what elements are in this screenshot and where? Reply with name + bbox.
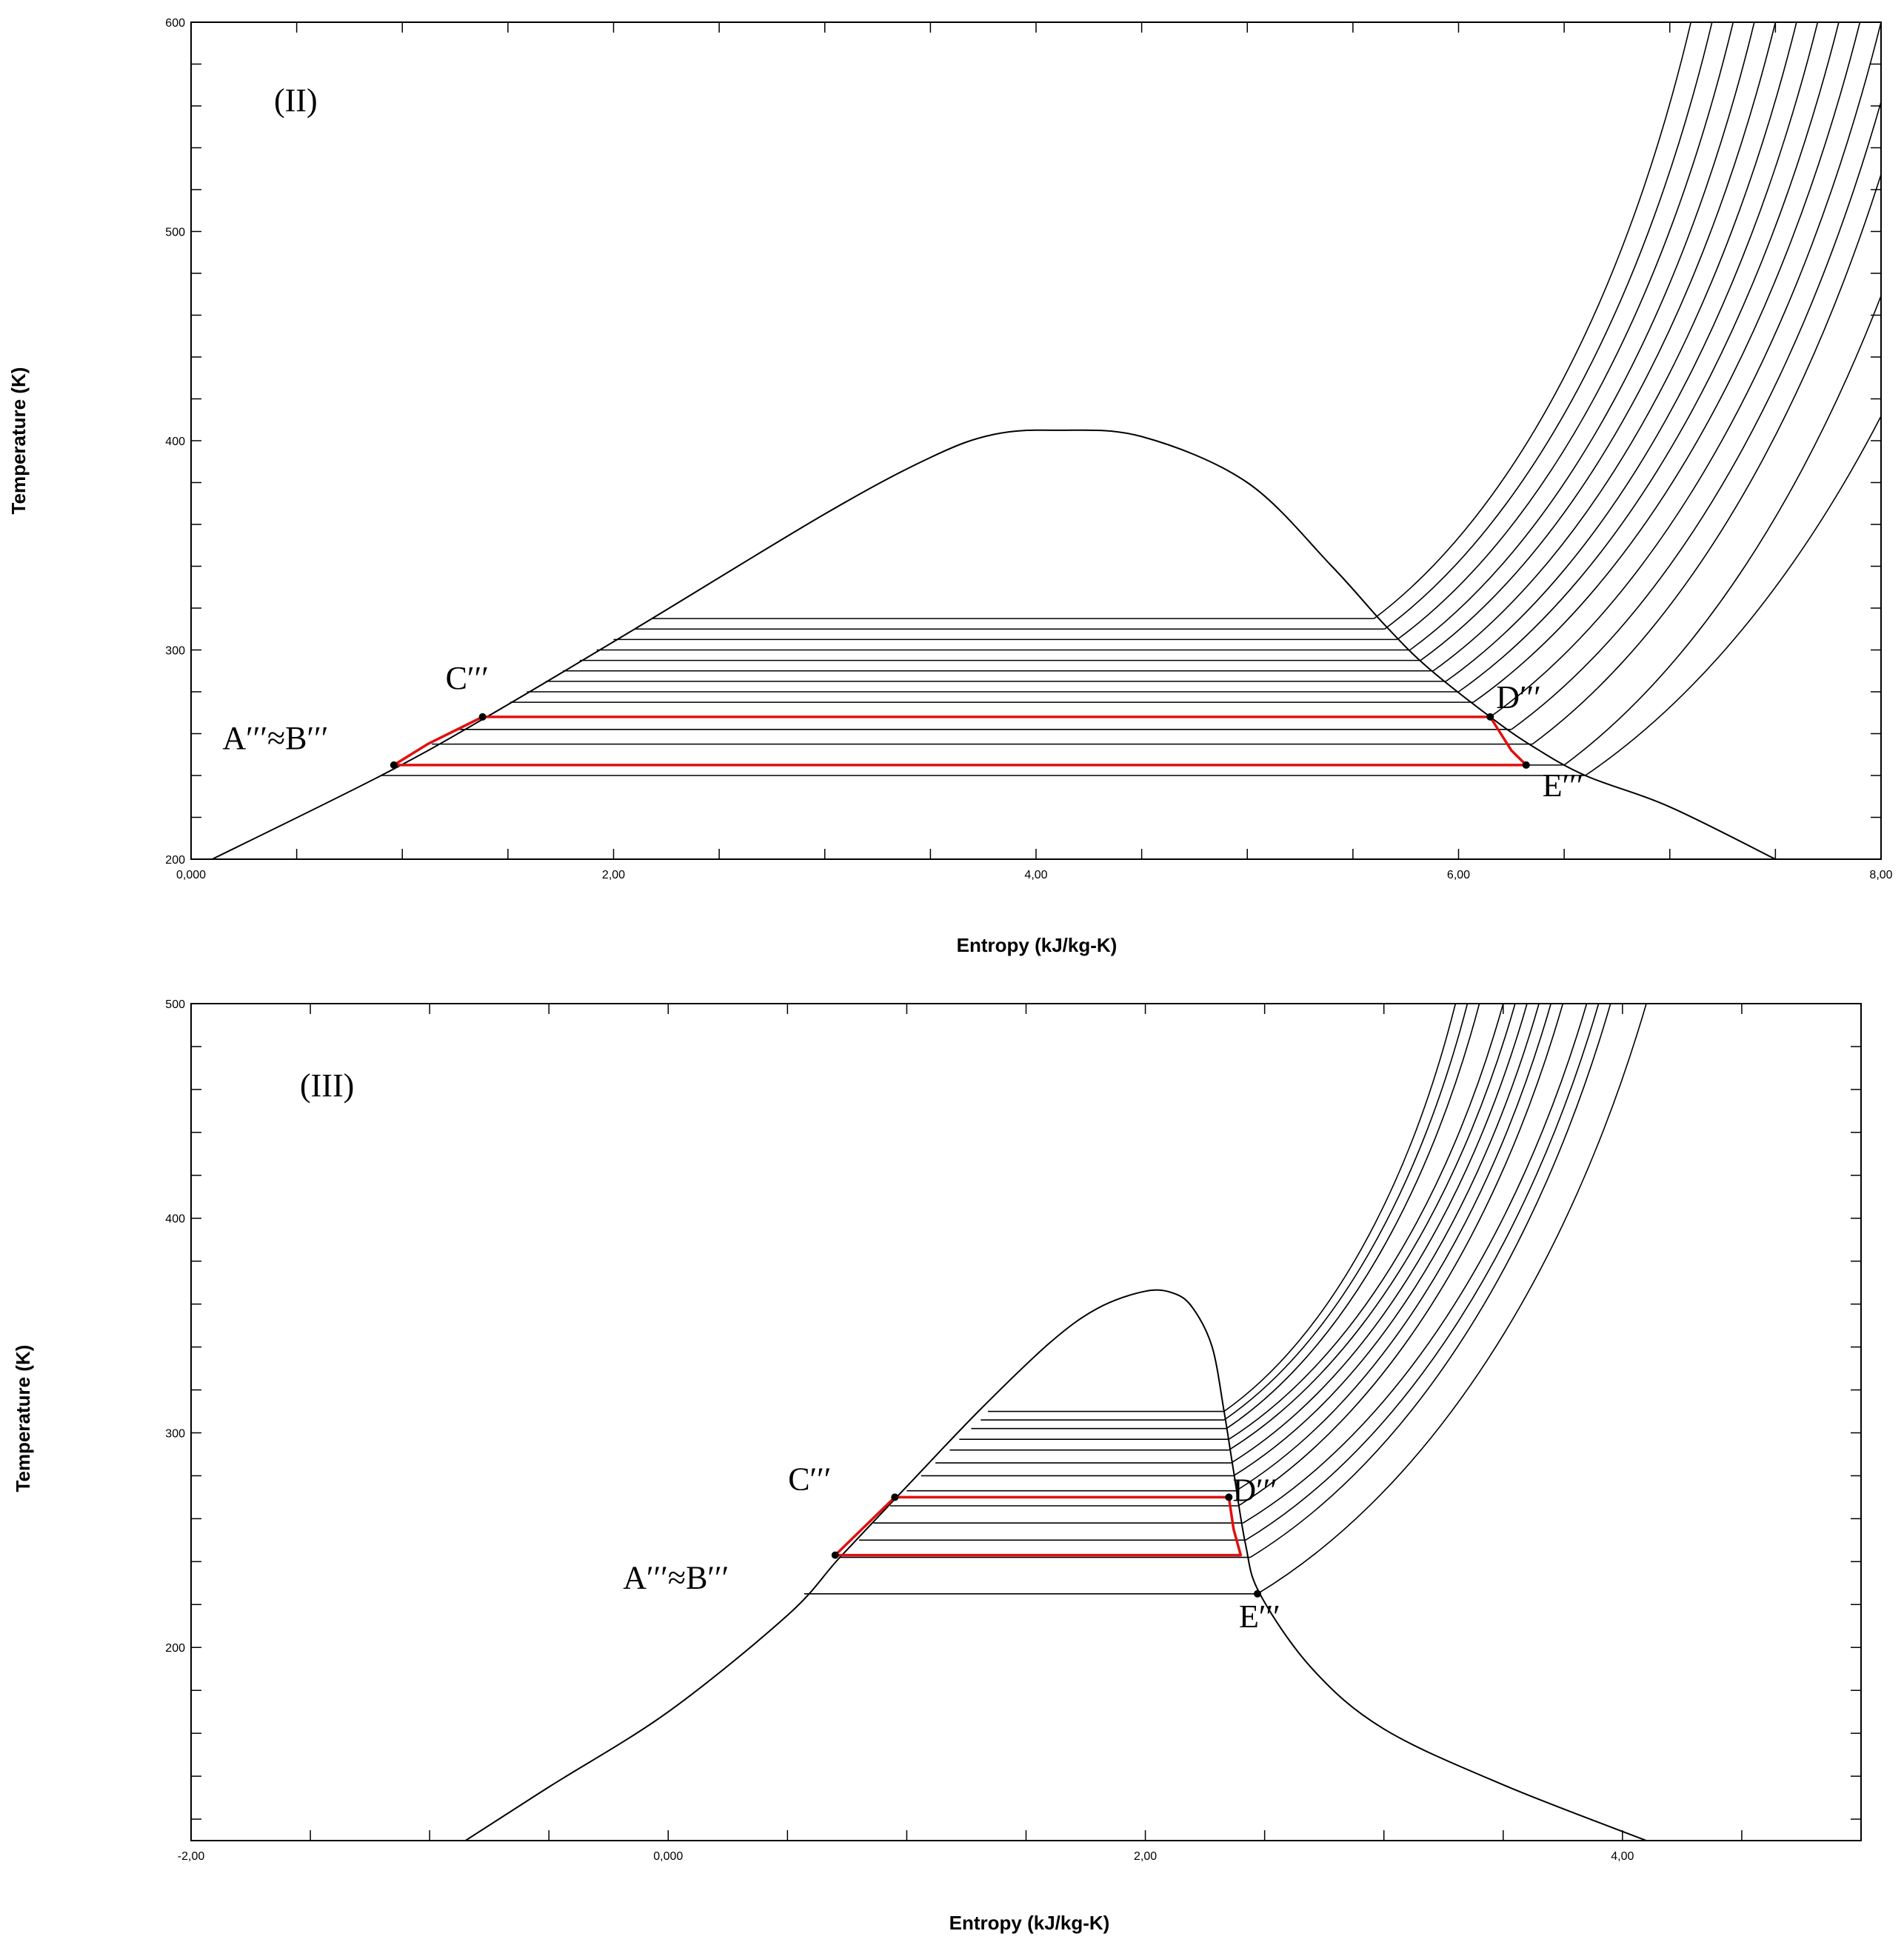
state-point-marker: [1486, 713, 1494, 721]
x-tick-label: 8,00: [1869, 869, 1892, 881]
state-point-marker: [891, 1493, 899, 1501]
isobar-superheated-line: [1445, 22, 1819, 682]
y-axis-title: Temperature (K): [7, 367, 30, 515]
y-tick-label: 400: [165, 1213, 185, 1226]
state-point-marker: [1225, 1493, 1233, 1501]
isobar-superheated-line: [1228, 1004, 1504, 1440]
plot-frame: [190, 1003, 1862, 1841]
isobar-superheated-line: [1233, 1004, 1540, 1477]
state-point-marker: [1253, 1590, 1261, 1598]
isobar-superheated-line: [1257, 1004, 1647, 1595]
x-tick-label: -2,00: [178, 1850, 205, 1863]
state-point-label: E′′′: [1239, 1598, 1280, 1635]
y-tick-label: 200: [165, 1642, 185, 1655]
axis-ticks: 0,000 2,00 4,00 6,00 8,00 200 300 400 500 600: [165, 17, 1892, 881]
x-axis-title: Entropy (kJ/kg-K): [957, 934, 1118, 956]
state-point-label: A′′′≈B′′′: [222, 720, 328, 756]
y-tick-label: 400: [165, 436, 185, 448]
isobar-superheated-line: [1563, 294, 1881, 766]
isobar-superheated-line: [1397, 22, 1734, 641]
state-point-label: D′′′: [1496, 679, 1541, 716]
state-point-label: A′′′≈B′′′: [623, 1560, 729, 1596]
refrigeration-cycle-line: [834, 1495, 1243, 1557]
state-point-marker: [831, 1551, 839, 1559]
isobar-superheated-line: [1531, 172, 1881, 745]
isobar-superheated-line: [1420, 22, 1777, 661]
state-point-label: C′′′: [788, 1461, 831, 1497]
isobar-superheated-line: [1489, 22, 1881, 718]
saturation-dome-line: [464, 1289, 1647, 1841]
isobar-superheated-line: [1243, 1004, 1588, 1524]
x-tick-label: 2,00: [1134, 1850, 1157, 1863]
state-point-marker: [390, 761, 398, 769]
panel-title: (II): [274, 82, 318, 119]
isobar-superheated-line: [1511, 99, 1881, 730]
x-tick-label: 4,00: [1611, 1850, 1634, 1863]
x-tick-label: 4,00: [1024, 869, 1047, 881]
y-tick-label: 300: [165, 1427, 185, 1440]
x-tick-label: 0,000: [653, 1850, 683, 1863]
y-tick-label: 500: [165, 998, 185, 1011]
panel-title: (III): [300, 1067, 354, 1104]
isobar-superheated-line: [1228, 1004, 1516, 1451]
data-lines: A′′′≈B′′′ C′′′ D′′′ E′′′: [464, 1004, 1647, 1841]
saturation-dome-line: [212, 429, 1776, 859]
isobar-superheated-line: [1384, 22, 1713, 630]
y-tick-label: 300: [165, 645, 185, 658]
data-lines: A′′′≈B′′′ C′′′ D′′′ E′′′: [212, 22, 1881, 859]
isobar-superheated-line: [1245, 1004, 1600, 1541]
y-axis-title: Temperature (K): [12, 1345, 34, 1492]
isobar-superheated-line: [1409, 22, 1755, 651]
isobar-superheated-line: [1585, 414, 1881, 776]
isobar-superheated-line: [1473, 22, 1861, 703]
isobar-superheated-line: [1223, 1004, 1457, 1412]
plot-frame: [190, 21, 1882, 860]
isobar-superheated-line: [1235, 1004, 1551, 1492]
isobar-superheated-line: [1373, 22, 1692, 619]
axis-ticks: -2,00 0,000 2,00 4,00 200 300 400 500: [165, 998, 1862, 1863]
x-tick-label: 2,00: [602, 869, 625, 881]
isobar-superheated-line: [1231, 1004, 1528, 1464]
isobar-superheated-line: [1249, 1004, 1611, 1558]
state-point-marker: [478, 713, 487, 721]
y-tick-label: 500: [165, 227, 185, 239]
isobar-superheated-line: [1458, 22, 1840, 693]
state-point-marker: [1522, 761, 1530, 769]
x-axis-title: Entropy (kJ/kg-K): [949, 1912, 1110, 1934]
isobar-superheated-line: [1223, 1004, 1469, 1421]
panel-iii: -2,00 0,000 2,00 4,00 200 300 400 500 A′′′≈B′′′…: [12, 998, 1862, 1934]
isobar-superheated-line: [1237, 1004, 1564, 1507]
isobar-superheated-line: [1226, 1004, 1480, 1430]
state-point-label: D′′′: [1232, 1472, 1277, 1508]
state-point-label: E′′′: [1543, 767, 1584, 804]
panel-ii: 0,000 2,00 4,00 6,00 8,00 200 300 400 500 600 A′′…: [7, 17, 1893, 956]
isobar-superheated-line: [1432, 22, 1797, 672]
y-tick-label: 200: [165, 854, 185, 867]
x-tick-label: 0,000: [176, 869, 206, 881]
state-point-label: C′′′: [446, 660, 489, 696]
y-tick-label: 600: [165, 17, 185, 30]
x-tick-label: 6,00: [1447, 869, 1470, 881]
